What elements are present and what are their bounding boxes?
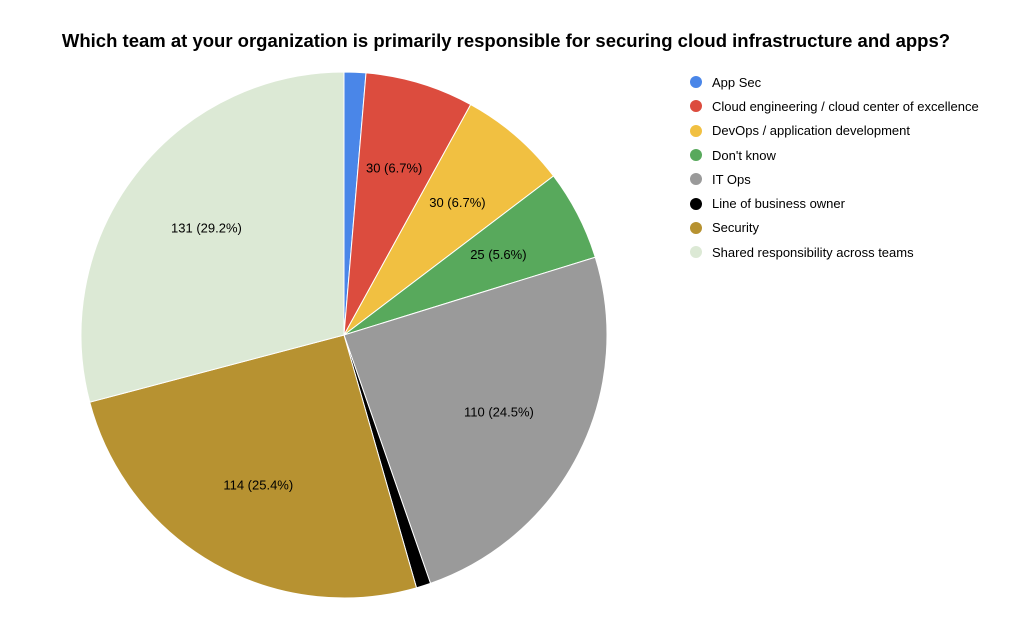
legend-swatch-0 bbox=[690, 76, 702, 89]
legend-label-5: Line of business owner bbox=[712, 196, 845, 212]
legend-swatch-3 bbox=[690, 149, 702, 162]
legend-item-7: Shared responsibility across teams bbox=[690, 240, 979, 264]
pie-slice-4 bbox=[343, 256, 608, 585]
legend-item-5: Line of business owner bbox=[690, 191, 979, 215]
legend-item-3: Don't know bbox=[690, 143, 979, 167]
legend-swatch-1 bbox=[690, 100, 702, 113]
chart-title: Which team at your organization is prima… bbox=[61, 30, 951, 51]
slice-label-3: 25 (5.6%) bbox=[470, 247, 526, 262]
slice-label-7: 131 (29.2%) bbox=[171, 221, 242, 236]
pie-slice-6 bbox=[89, 334, 418, 599]
pie-slice-2 bbox=[343, 103, 555, 336]
legend: App Sec Cloud engineering / cloud center … bbox=[690, 70, 979, 264]
legend-label-7: Shared responsibility across teams bbox=[712, 244, 914, 260]
legend-swatch-6 bbox=[690, 221, 702, 234]
legend-label-6: Security bbox=[712, 220, 759, 236]
legend-swatch-7 bbox=[690, 246, 702, 259]
pie-slice-7 bbox=[80, 71, 345, 403]
legend-item-6: Security bbox=[690, 216, 979, 240]
slice-label-1: 30 (6.7%) bbox=[366, 160, 422, 175]
slice-label-4: 110 (24.5%) bbox=[464, 405, 534, 420]
legend-label-2: DevOps / application development bbox=[712, 123, 911, 139]
legend-item-4: IT Ops bbox=[690, 167, 979, 191]
legend-swatch-4 bbox=[690, 173, 702, 186]
legend-label-3: Don't know bbox=[712, 147, 776, 163]
legend-item-0: App Sec bbox=[690, 70, 979, 94]
pie-slice-1 bbox=[343, 72, 472, 336]
legend-label-0: App Sec bbox=[712, 74, 762, 90]
legend-swatch-5 bbox=[690, 197, 702, 210]
slice-label-2: 30 (6.7%) bbox=[429, 195, 485, 210]
legend-swatch-2 bbox=[690, 124, 702, 137]
legend-item-1: Cloud engineering / cloud center of exce… bbox=[690, 94, 979, 118]
legend-label-4: IT Ops bbox=[712, 171, 751, 187]
slice-label-6: 114 (25.4%) bbox=[223, 477, 293, 492]
legend-item-2: DevOps / application development bbox=[690, 119, 979, 143]
legend-label-1: Cloud engineering / cloud center of exce… bbox=[712, 98, 979, 114]
